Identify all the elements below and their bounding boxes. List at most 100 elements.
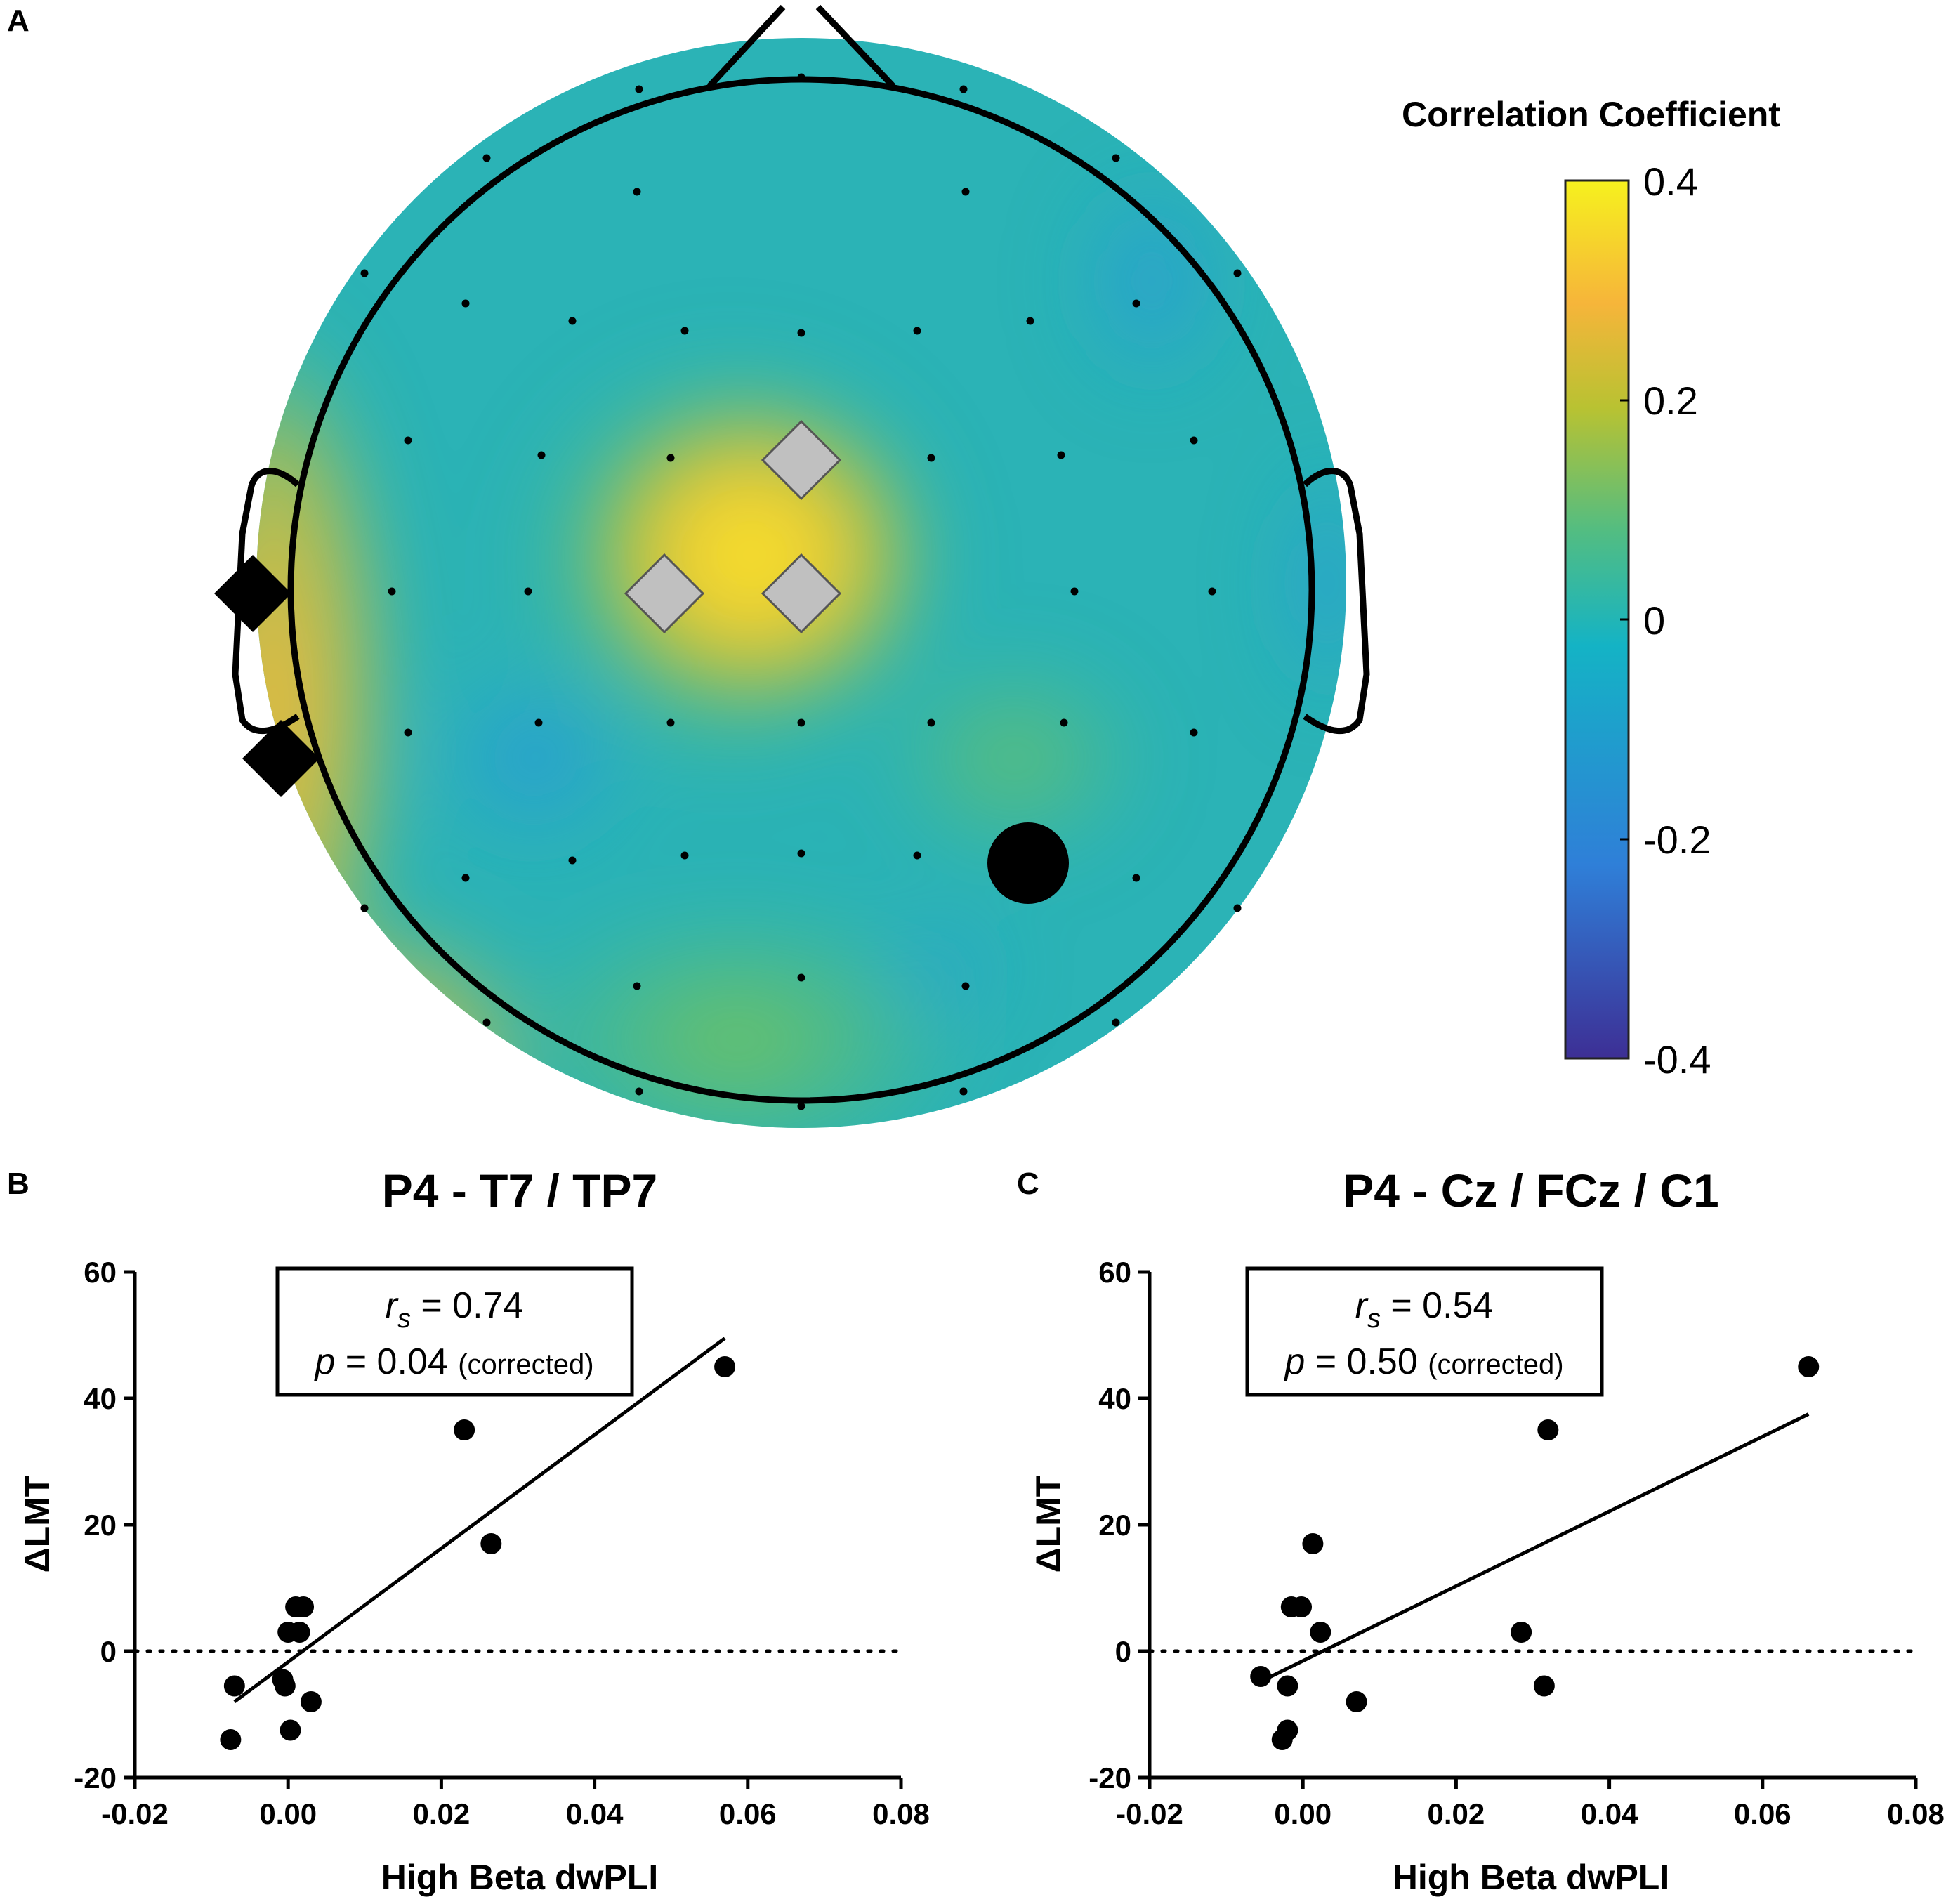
- electrode-dot: [797, 718, 805, 727]
- colorbar-tick-label: 0.4: [1643, 159, 1698, 204]
- electrode-dot: [1070, 587, 1079, 596]
- data-point: [289, 1622, 310, 1643]
- electrode-dot: [1057, 451, 1065, 459]
- data-point: [280, 1719, 301, 1741]
- data-point: [1310, 1622, 1331, 1643]
- data-point: [1302, 1533, 1324, 1554]
- electrode-dot: [388, 587, 396, 596]
- r-value: = 0.74: [411, 1285, 523, 1326]
- electrode-dot: [1112, 1018, 1120, 1027]
- gray-diamond-marker: [761, 419, 842, 501]
- electrode-dot: [524, 587, 532, 596]
- colorbar-tick-label: -0.2: [1643, 818, 1711, 862]
- r-subscript: s: [397, 1304, 411, 1334]
- electrode-dot: [635, 1087, 643, 1096]
- electrode-dot: [1112, 154, 1120, 162]
- axis-tick-label: 20: [84, 1509, 117, 1542]
- axis-tick-label: 0.04: [1581, 1797, 1638, 1830]
- data-point: [274, 1675, 296, 1697]
- data-point: [1533, 1675, 1555, 1697]
- electrode-dot: [913, 851, 921, 860]
- axis-tick-label: 60: [84, 1256, 117, 1289]
- black-circle-marker: [987, 822, 1069, 904]
- p-value: = 0.04: [335, 1341, 458, 1382]
- y-axis-label: ΔLMT: [1029, 1476, 1068, 1573]
- electrode-dot: [461, 874, 470, 882]
- electrode-dot: [1026, 317, 1034, 325]
- r-symbol: r: [386, 1285, 400, 1326]
- colorbar: Correlation Coefficient 0.4 0.2 0 -0.2 -…: [1402, 95, 1780, 1082]
- electrode-dot: [404, 436, 412, 445]
- data-point: [454, 1419, 475, 1440]
- stats-r-line: rs = 0.74: [386, 1285, 524, 1334]
- scatter-panel-c: C P4 - Cz / FCz / C1 rs = 0.54 p = 0.50 …: [1017, 1164, 1945, 1897]
- p-note: (corrected): [1428, 1349, 1563, 1380]
- colorbar-tick-label: 0.2: [1643, 379, 1698, 423]
- axis-tick-label: -0.02: [101, 1797, 169, 1830]
- data-point: [1291, 1596, 1313, 1617]
- data-point: [1271, 1729, 1293, 1750]
- nose-outline: [706, 4, 896, 89]
- electrode-dot: [1233, 904, 1242, 912]
- r-subscript: s: [1367, 1304, 1381, 1334]
- data-point: [300, 1691, 322, 1712]
- axis-tick-label: 0.02: [1428, 1797, 1485, 1830]
- r-symbol: r: [1355, 1285, 1369, 1326]
- electrode-dot: [461, 299, 470, 308]
- regression-line: [1263, 1412, 1810, 1681]
- gray-diamond-marker: [624, 553, 705, 634]
- electrode-dot: [680, 851, 689, 860]
- axis-tick-label: 0.04: [566, 1797, 624, 1830]
- data-point: [1250, 1666, 1272, 1687]
- colorbar-gradient: [1564, 179, 1630, 1060]
- gray-diamond-marker: [761, 553, 842, 634]
- electrode-dot: [961, 188, 970, 196]
- stats-box: [1245, 1266, 1604, 1397]
- colorbar-title: Correlation Coefficient: [1402, 95, 1780, 134]
- black-diamond-marker: [214, 555, 291, 632]
- axis-tick-label: 60: [1098, 1256, 1131, 1289]
- stats-p-line: p = 0.04 (corrected): [313, 1341, 593, 1382]
- electrode-dot: [1132, 874, 1140, 882]
- chart-title: P4 - T7 / TP7: [382, 1164, 657, 1216]
- axis-tick-label: 0.02: [413, 1797, 471, 1830]
- electrode-dot: [633, 982, 641, 990]
- electrode-dot: [482, 154, 491, 162]
- electrode-dot: [1190, 728, 1198, 737]
- electrode-dot: [666, 454, 675, 462]
- electrode-dot: [1190, 436, 1198, 445]
- data-point: [1537, 1419, 1559, 1440]
- electrode-dot: [797, 973, 805, 982]
- data-point: [223, 1675, 245, 1697]
- electrode-dot: [927, 718, 935, 727]
- electrode-dot: [797, 73, 805, 81]
- electrode-dot: [568, 856, 577, 865]
- topomap-field: [256, 38, 1346, 1128]
- electrode-dot: [959, 1087, 968, 1096]
- electrode-dots: [360, 73, 1242, 1110]
- colorbar-tick-label: 0: [1643, 598, 1665, 643]
- electrode-dot: [1233, 269, 1242, 277]
- regression-line: [233, 1337, 726, 1704]
- axis-tick-label: 0.08: [1887, 1797, 1945, 1830]
- electrode-dot: [797, 1102, 805, 1110]
- electrode-dot: [1132, 299, 1140, 308]
- axis-tick-label: 0.08: [872, 1797, 930, 1830]
- electrode-dot: [797, 849, 805, 858]
- p-value: = 0.50: [1305, 1341, 1428, 1382]
- x-axis-label: High Beta dwPLI: [1393, 1858, 1669, 1897]
- electrode-dot: [482, 1018, 491, 1027]
- electrode-dot: [537, 451, 546, 459]
- axis-tick-label: -0.02: [1116, 1797, 1183, 1830]
- data-point: [1346, 1691, 1367, 1712]
- data-point: [480, 1533, 502, 1554]
- axis-tick-label: 20: [1098, 1509, 1131, 1542]
- electrode-dot: [680, 327, 689, 335]
- x-axis-label: High Beta dwPLI: [381, 1858, 658, 1897]
- stats-p-line: p = 0.50 (corrected): [1283, 1341, 1563, 1382]
- electrode-dot: [633, 188, 641, 196]
- panel-letter-c: C: [1017, 1167, 1039, 1201]
- electrode-dot: [961, 982, 970, 990]
- data-point: [1277, 1675, 1298, 1697]
